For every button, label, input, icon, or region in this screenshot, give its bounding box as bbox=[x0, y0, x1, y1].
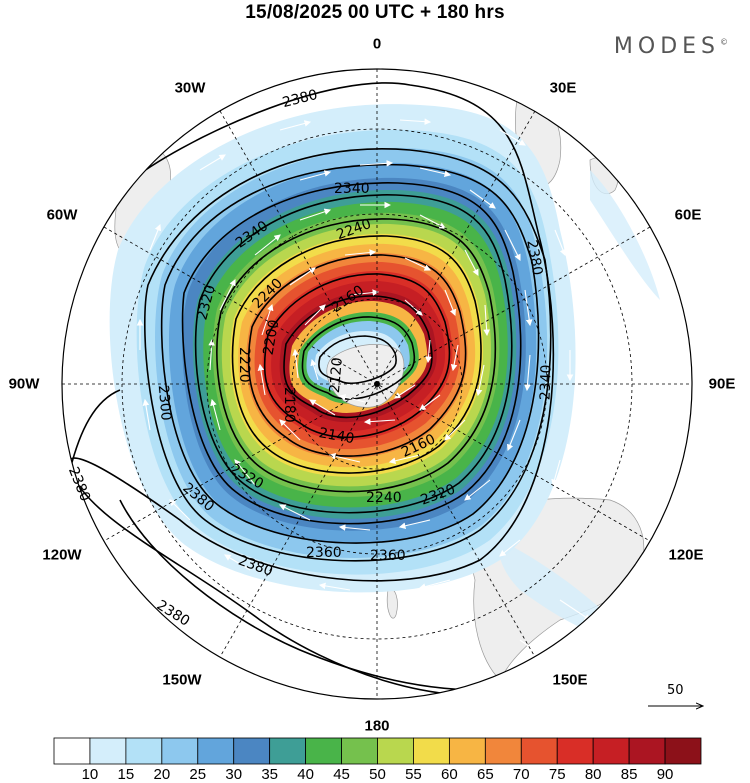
lon-label-90e: 90E bbox=[708, 375, 736, 393]
colorbar-tick-label: 85 bbox=[620, 766, 638, 783]
contour-label: 2340 bbox=[537, 364, 554, 400]
colorbar-swatch bbox=[377, 737, 414, 765]
colorbar-swatch bbox=[53, 737, 91, 765]
lon-label-60e: 60E bbox=[674, 206, 702, 224]
colorbar-swatch bbox=[161, 737, 199, 765]
colorbar-tick-label: 65 bbox=[476, 766, 494, 783]
colorbar-tick-label: 50 bbox=[369, 766, 386, 783]
contour-label: 2120 bbox=[327, 357, 346, 394]
colorbar-swatch bbox=[628, 737, 666, 765]
lon-label-180: 180 bbox=[364, 717, 390, 735]
contour-label: 2340 bbox=[334, 181, 370, 197]
lon-label-120e: 120E bbox=[668, 546, 704, 564]
colorbar-tick-label: 70 bbox=[512, 766, 530, 783]
map-border bbox=[61, 68, 693, 700]
colorbar-swatch bbox=[89, 737, 127, 765]
reference-vector-label: 50 bbox=[667, 683, 684, 698]
colorbar-swatch bbox=[664, 737, 702, 765]
colorbar-tick-label: 80 bbox=[584, 766, 602, 783]
contour-label: 2360 bbox=[306, 545, 342, 561]
wind-streamlines bbox=[136, 118, 625, 672]
lon-label-30e: 30E bbox=[549, 79, 577, 97]
contour-label: 2200 bbox=[261, 318, 283, 356]
colorbar-swatch bbox=[305, 737, 342, 765]
colorbar bbox=[53, 737, 702, 765]
contour-label: 2380 bbox=[523, 239, 545, 277]
colorbar-swatch bbox=[520, 737, 558, 765]
lon-label-90w: 90W bbox=[8, 375, 40, 393]
colorbar-tick-label: 45 bbox=[333, 766, 350, 783]
colorbar-swatch bbox=[556, 737, 594, 765]
colorbar-tick-label: 55 bbox=[405, 766, 422, 783]
colorbar-swatch bbox=[341, 737, 378, 765]
colorbar-tick-label: 90 bbox=[656, 766, 674, 783]
contour-label: 2220 bbox=[236, 347, 252, 383]
lon-label-150e: 150E bbox=[552, 671, 588, 689]
contour-label: 2240 bbox=[366, 490, 402, 506]
lon-label-150w: 150W bbox=[162, 671, 202, 689]
colorbar-swatch bbox=[125, 737, 163, 765]
lon-label-0: 0 bbox=[372, 35, 382, 53]
lon-label-30w: 30W bbox=[174, 79, 206, 97]
map-disk bbox=[62, 69, 692, 699]
colorbar-swatch bbox=[413, 737, 450, 765]
height-contours bbox=[67, 82, 555, 697]
contour-label: 2300 bbox=[155, 384, 174, 421]
lon-label-60w: 60W bbox=[46, 206, 78, 224]
colorbar-tick-label: 35 bbox=[261, 766, 278, 783]
colorbar-swatch bbox=[592, 737, 630, 765]
pole-marker bbox=[374, 381, 380, 387]
colorbar-tick-label: 60 bbox=[441, 766, 458, 783]
colorbar-tick-label: 20 bbox=[153, 766, 171, 783]
contour-label: 2360 bbox=[370, 548, 406, 564]
colorbar-swatch bbox=[233, 737, 271, 765]
colorbar-swatch bbox=[197, 737, 235, 765]
colorbar-tick-label: 25 bbox=[189, 766, 207, 783]
lon-label-120w: 120W bbox=[42, 546, 82, 564]
colorbar-swatch bbox=[484, 737, 522, 765]
colorbar-tick-label: 75 bbox=[548, 766, 566, 783]
colorbar-tick-label: 15 bbox=[117, 766, 135, 783]
colorbar-tick-label: 40 bbox=[297, 766, 314, 783]
colorbar-swatch bbox=[269, 737, 307, 765]
colorbar-tick-label: 30 bbox=[225, 766, 243, 783]
colorbar-tick-label: 10 bbox=[81, 766, 99, 783]
map-title: 15/08/2025 00 UTC + 180 hrs bbox=[245, 2, 505, 23]
contour-label: 2140 bbox=[318, 425, 356, 447]
contour-label: 2180 bbox=[281, 387, 297, 423]
reference-vector: 50 bbox=[648, 683, 703, 706]
colorbar-swatch bbox=[448, 737, 486, 765]
brand-logo: MODES© bbox=[613, 34, 728, 59]
